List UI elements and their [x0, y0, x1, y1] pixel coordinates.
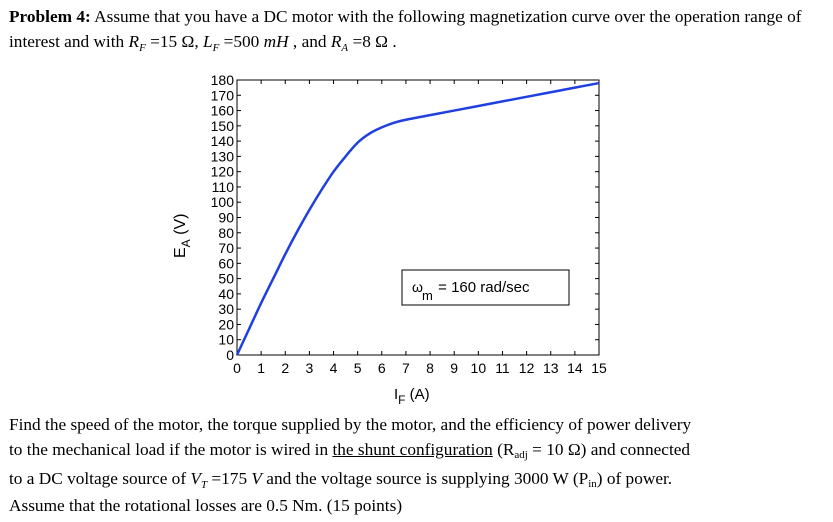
task-line-1: Find the speed of the motor, the torque …	[9, 415, 692, 434]
x-tick-label: 15	[591, 360, 607, 376]
vt-subscript: T	[200, 479, 208, 491]
rf-value: =15 Ω,	[145, 32, 203, 51]
y-tick-label: 50	[218, 271, 234, 287]
y-tick-label: 100	[211, 194, 235, 210]
y-tick-label: 110	[212, 179, 235, 195]
x-tick-label: 4	[330, 360, 338, 376]
y-axis-label-sub: A	[179, 239, 193, 247]
y-tick-label: 120	[211, 164, 235, 180]
y-axis-label-main: E	[172, 247, 189, 258]
y-tick-label: 160	[211, 103, 235, 119]
ra-symbol: R	[330, 32, 342, 51]
x-axis-label-unit: (A)	[406, 386, 430, 403]
y-tick-label: 70	[218, 240, 234, 256]
y-tick-label: 90	[218, 210, 234, 226]
annotation-omega: ω	[412, 279, 423, 295]
y-axis-label: EA (V)	[172, 214, 193, 258]
problem-statement: Problem 4: Assume that you have a DC mot…	[9, 4, 824, 61]
x-tick-label: 9	[450, 360, 458, 376]
y-axis-label-unit: (V)	[172, 214, 189, 240]
pin-subscript: in	[588, 478, 597, 490]
magnetization-curve	[235, 81, 600, 356]
task-line-3a: to a DC voltage source of	[9, 469, 191, 488]
x-tick-label: 3	[306, 360, 314, 376]
ra-value: =8 Ω .	[348, 32, 397, 51]
y-tick-label: 150	[211, 118, 235, 134]
radj-open: (R	[492, 439, 515, 459]
y-tick-label: 80	[218, 225, 234, 241]
annotation-omega-sub: m	[422, 288, 433, 303]
radj-subscript: adj	[514, 448, 528, 461]
y-tick-label: 140	[211, 133, 235, 149]
x-tick-label: 2	[281, 360, 289, 376]
y-tick-label: 40	[218, 286, 234, 302]
x-tick-label: 0	[233, 360, 241, 376]
x-tick-label: 12	[519, 360, 535, 376]
y-tick-label: 10	[218, 332, 234, 348]
y-tick-label: 180	[211, 72, 235, 88]
vt-unit: V	[251, 469, 262, 488]
ra-subscript: A	[341, 42, 349, 54]
x-axis-label: IF (A)	[394, 386, 430, 407]
task-line-2a: to the mechanical load if the motor is w…	[9, 439, 333, 459]
x-tick-label: 13	[543, 360, 559, 376]
x-tick-label: 6	[378, 360, 386, 376]
rf-subscript: F	[139, 42, 146, 54]
y-tick-label: 170	[211, 87, 235, 103]
problem-label: Problem 4:	[9, 7, 91, 26]
x-tick-label: 1	[257, 360, 265, 376]
lf-subscript: F	[212, 42, 220, 54]
radj-value: = 10 Ω) and connected	[527, 439, 691, 459]
x-tick-label: 14	[567, 360, 583, 376]
y-tick-label: 20	[218, 316, 234, 332]
rf-symbol: R	[128, 32, 140, 51]
task-line-4: Assume that the rotational losses are 0.…	[9, 496, 403, 515]
annotation-box	[401, 269, 570, 306]
shunt-configuration-text: the shunt configuration	[332, 439, 493, 459]
vt-symbol: V	[190, 469, 201, 488]
lf-value: =500	[219, 32, 264, 51]
lf-unit: mH	[263, 32, 289, 51]
annotation-text: = 160 rad/sec	[434, 279, 530, 296]
problem-intro: Assume that you have a DC motor with the…	[9, 7, 802, 51]
task-statement: Find the speed of the motor, the torque …	[9, 413, 824, 498]
x-tick-label: 11	[495, 360, 510, 376]
plot-frame	[236, 79, 600, 356]
y-tick-label: 60	[218, 255, 234, 271]
x-tick-label: 8	[426, 360, 434, 376]
y-tick-group: 0102030405060708090100110120130140150160…	[211, 72, 599, 363]
y-tick-label: 0	[226, 347, 234, 363]
x-tick-label: 5	[354, 360, 362, 376]
and-text: , and	[288, 32, 331, 51]
vt-value: =175	[207, 469, 252, 488]
y-tick-label: 130	[211, 148, 235, 164]
x-tick-label: 7	[402, 360, 410, 376]
x-tick-label: 10	[471, 360, 487, 376]
lf-symbol: L	[202, 32, 213, 51]
x-axis-label-main: I	[394, 386, 398, 403]
x-tick-group: 0 1 2 3 4 5 6 7 8 9 10 11 12 13 14 15	[233, 80, 607, 376]
y-tick-label: 30	[218, 301, 234, 317]
task-line-3b: and the voltage source is supplying 3000…	[261, 469, 589, 488]
x-axis-label-sub: F	[398, 393, 405, 407]
task-line-3c: ) of power.	[596, 469, 673, 488]
